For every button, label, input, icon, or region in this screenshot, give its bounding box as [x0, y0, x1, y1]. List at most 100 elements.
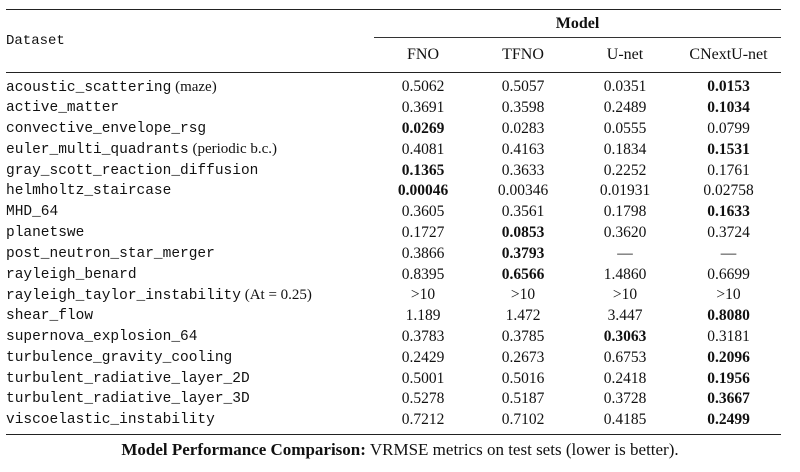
dataset-name: active_matter — [6, 100, 120, 117]
value-cell-cnextunet: >10 — [716, 286, 741, 304]
value-cell-fno: 0.3605 — [401, 203, 445, 221]
table-row: turbulent_radiative_layer_3D 0.5278 0.5187… — [6, 389, 781, 410]
table-row: MHD_64 0.3605 0.3561 0.1798 0.1633 — [6, 202, 781, 223]
column-header-row: FNO TFNO U-net CNextU-net — [6, 38, 781, 73]
value-cell-fno: 0.8395 — [401, 265, 445, 283]
table-row: rayleigh_benard 0.8395 0.6566 1.4860 0.6699 — [6, 264, 781, 285]
value-cell-fno: 0.5062 — [401, 78, 445, 96]
value-cell-unet: 0.01931 — [599, 182, 651, 200]
model-group-header: Model — [374, 9, 781, 38]
dataset-name-cell: supernova_explosion_64 — [6, 327, 374, 348]
value-cell-tfno: 0.5187 — [501, 390, 545, 408]
value-cell-tfno: 0.0853 — [501, 223, 545, 241]
dataset-name-cell: acoustic_scattering (maze) — [6, 73, 374, 98]
value-cell-tfno: 0.2673 — [501, 348, 545, 366]
table-row: shear_flow 1.189 1.472 3.447 0.8080 — [6, 306, 781, 327]
value-cell-cnextunet: 0.02758 — [703, 182, 754, 200]
table-header: Dataset Model FNO TFNO U-net CNextU-net — [6, 9, 781, 73]
table-row: turbulence_gravity_cooling 0.2429 0.2673 0.… — [6, 347, 781, 368]
value-cell-cnextunet: 0.0799 — [707, 119, 750, 137]
value-cell-unet: 0.2252 — [603, 161, 647, 179]
value-cell-unet: 0.2489 — [603, 99, 647, 117]
dataset-name: acoustic_scattering — [6, 79, 172, 96]
value-cell-tfno: 0.7102 — [501, 411, 545, 429]
value-cell-fno: 0.5278 — [401, 390, 445, 408]
dataset-name-cell: shear_flow — [6, 306, 374, 327]
dataset-name-cell: helmholtz_staircase — [6, 181, 374, 202]
column-header-tfno: TFNO — [502, 46, 544, 63]
value-cell-cnextunet: 0.0153 — [707, 78, 750, 96]
caption-lead: Model Performance Comparison: — [121, 440, 366, 459]
value-cell-cnextunet: 0.1531 — [707, 140, 750, 158]
value-cell-fno: 0.0269 — [401, 119, 445, 137]
value-cell-tfno: 0.3598 — [501, 99, 545, 117]
column-header-cnextunet: CNextU-net — [689, 46, 768, 63]
value-cell-tfno: 0.5057 — [501, 78, 545, 96]
dataset-name: euler_multi_quadrants — [6, 142, 189, 159]
table-caption: Model Performance Comparison: VRMSE metr… — [0, 440, 800, 460]
group-header-row: Dataset Model — [6, 9, 781, 73]
results-table: Dataset Model FNO TFNO U-net CNextU-net … — [6, 9, 781, 435]
dataset-note: (maze) — [171, 78, 217, 95]
value-cell-fno: 0.2429 — [401, 348, 445, 366]
value-cell-cnextunet: 0.1034 — [707, 99, 750, 117]
dataset-name: turbulence_gravity_cooling — [6, 349, 233, 366]
value-cell-cnextunet: 0.3667 — [707, 390, 750, 408]
value-cell-cnextunet: 0.1633 — [707, 203, 750, 221]
value-cell-unet: 1.4860 — [603, 265, 647, 283]
value-cell-fno: 0.7212 — [401, 411, 445, 429]
dataset-note: (periodic b.c.) — [188, 141, 278, 158]
value-cell-tfno: 0.00346 — [497, 182, 549, 200]
dataset-name-cell: MHD_64 — [6, 202, 374, 223]
dataset-name: convective_envelope_rsg — [6, 120, 207, 137]
table-body: acoustic_scattering (maze) 0.5062 0.5057 0.… — [6, 73, 781, 435]
value-cell-cnextunet: 0.1761 — [707, 161, 750, 179]
dataset-name-cell: post_neutron_star_merger — [6, 243, 374, 264]
value-cell-fno: 0.4081 — [401, 140, 445, 158]
dataset-name: viscoelastic_instability — [6, 412, 215, 429]
value-cell-tfno: 0.6566 — [501, 265, 545, 283]
value-cell-cnextunet: 0.2096 — [707, 348, 750, 366]
dataset-name-cell: rayleigh_benard — [6, 264, 374, 285]
value-cell-unet: 0.1834 — [603, 140, 647, 158]
dataset-name-cell: viscoelastic_instability — [6, 410, 374, 434]
column-header-unet: U-net — [606, 46, 644, 63]
dataset-name: rayleigh_taylor_instability — [6, 287, 241, 304]
dataset-name: rayleigh_benard — [6, 266, 137, 283]
dataset-name-cell: turbulent_radiative_layer_2D — [6, 368, 374, 389]
table-row: turbulent_radiative_layer_2D 0.5001 0.5016… — [6, 368, 781, 389]
column-header-fno: FNO — [406, 46, 439, 63]
value-cell-cnextunet: 0.3181 — [707, 327, 750, 345]
dataset-column-header: Dataset — [6, 9, 374, 73]
dataset-name: planetswe — [6, 224, 85, 241]
value-cell-fno: 0.3866 — [401, 244, 445, 262]
value-cell-cnextunet: 0.2499 — [707, 411, 750, 429]
value-cell-tfno: 0.3561 — [501, 203, 545, 221]
value-cell-cnextunet: — — [720, 244, 737, 262]
table-row: gray_scott_reaction_diffusion 0.1365 0.363… — [6, 160, 781, 181]
value-cell-tfno: >10 — [510, 286, 536, 304]
table-row: viscoelastic_instability 0.7212 0.7102 0.41… — [6, 410, 781, 435]
dataset-name-cell: euler_multi_quadrants (periodic b.c.) — [6, 139, 374, 160]
value-cell-tfno: 0.3793 — [501, 244, 545, 262]
value-cell-unet: >10 — [612, 286, 638, 304]
table-row: convective_envelope_rsg 0.0269 0.0283 0.055… — [6, 119, 781, 140]
value-cell-unet: — — [617, 244, 633, 262]
value-cell-fno: 0.1727 — [401, 223, 445, 241]
caption-text: VRMSE metrics on test sets (lower is bet… — [365, 440, 679, 459]
dataset-name-cell: turbulent_radiative_layer_3D — [6, 389, 374, 410]
value-cell-unet: 0.2418 — [603, 369, 647, 387]
table-row: planetswe 0.1727 0.0853 0.3620 0.3724 — [6, 223, 781, 244]
value-cell-fno: >10 — [410, 286, 436, 304]
value-cell-tfno: 0.4163 — [501, 140, 545, 158]
table-row: rayleigh_taylor_instability (At = 0.25) >… — [6, 285, 781, 306]
value-cell-unet: 0.0555 — [603, 119, 647, 137]
value-cell-fno: 0.00046 — [397, 182, 449, 200]
value-cell-unet: 0.1798 — [603, 203, 647, 221]
value-cell-unet: 0.3728 — [603, 390, 647, 408]
dataset-name-cell: turbulence_gravity_cooling — [6, 347, 374, 368]
table-row: acoustic_scattering (maze) 0.5062 0.5057 0.… — [6, 73, 781, 98]
dataset-name: turbulent_radiative_layer_3D — [6, 391, 250, 408]
dataset-name: post_neutron_star_merger — [6, 245, 215, 262]
